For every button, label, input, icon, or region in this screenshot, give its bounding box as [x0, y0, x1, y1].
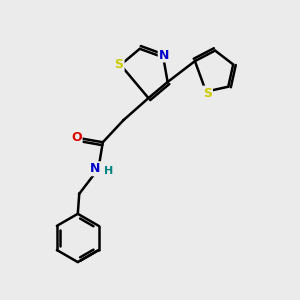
- Text: O: O: [71, 131, 82, 144]
- Text: S: S: [203, 87, 212, 100]
- Text: S: S: [115, 58, 124, 71]
- Text: N: N: [159, 49, 169, 62]
- Text: H: H: [104, 166, 113, 176]
- Text: N: N: [90, 162, 100, 175]
